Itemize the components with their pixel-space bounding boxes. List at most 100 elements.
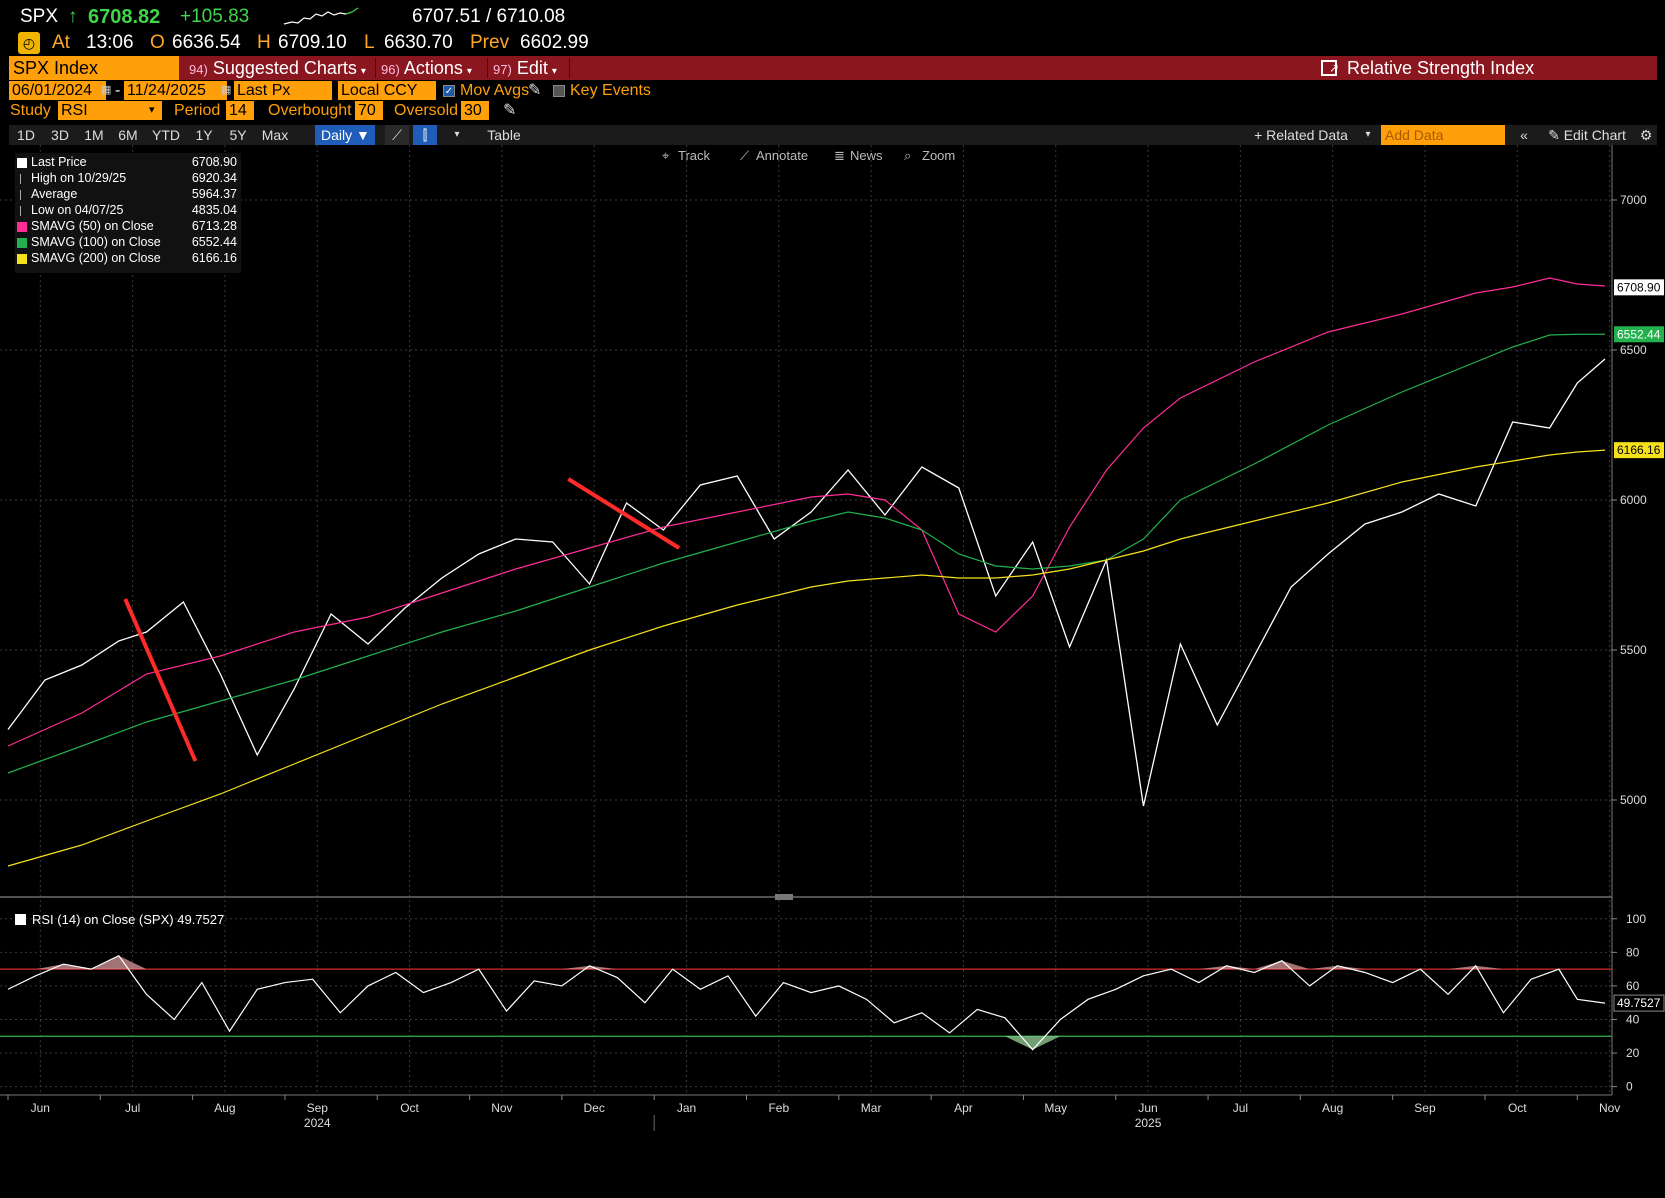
end-date-field[interactable]: 11/24/2025 [124, 81, 227, 100]
table-button[interactable]: Table [487, 127, 521, 143]
quote-time: 13:06 [86, 32, 134, 53]
chart-toolbar: 1D 3D 1M 6M YTD 1Y 5Y Max Daily ▼ ⟋ ⫿ ▾ … [9, 125, 1657, 145]
overbought-field[interactable]: 70 [355, 101, 383, 120]
price-tag [1614, 442, 1664, 459]
collapse-icon[interactable]: « [1520, 127, 1528, 143]
y-tick-label: 5000 [1620, 793, 1647, 807]
security-field[interactable]: SPX Index [9, 56, 179, 80]
zoom-icon[interactable]: ⌕ [904, 148, 912, 163]
pane-resize-handle [775, 894, 793, 900]
y-tick-label: 6500 [1620, 343, 1647, 357]
net-change: +105.83 [180, 6, 250, 27]
study-select[interactable]: RSI [58, 101, 162, 120]
prev-value: 6602.99 [520, 32, 589, 53]
pencil-icon[interactable]: ✎ [503, 102, 517, 119]
legend-value: 5964.37 [191, 187, 237, 201]
range-1d[interactable]: 1D [17, 127, 35, 143]
news-button[interactable]: News [850, 148, 883, 163]
price-chart[interactable]: 5000 5500 6000 6500 7000 0 20 40 60 80 100 Jun Jul Au… [0, 145, 1665, 1198]
start-date-field[interactable]: 06/01/2024 [9, 81, 106, 100]
zoom-button[interactable]: Zoom [922, 148, 956, 163]
mov-avgs-checkbox[interactable]: ✓ [443, 85, 455, 97]
y-tick-label: 6000 [1620, 493, 1647, 507]
pencil-icon[interactable]: ✎ [528, 82, 542, 99]
edit-chart-button[interactable]: ✎ Edit Chart [1538, 125, 1636, 145]
legend-swatch [20, 174, 26, 184]
x-tick-label: Aug [214, 1101, 235, 1115]
legend-name: SMAVG (50) on Close [31, 219, 154, 233]
edit-chart-label: Edit Chart [1563, 127, 1626, 143]
add-data-input[interactable]: Add Data [1381, 125, 1505, 145]
legend-value: 6713.28 [191, 219, 237, 233]
legend-name: Last Price [31, 155, 87, 169]
moving-average-line [7, 449, 1606, 867]
period-label: Period [174, 102, 221, 119]
rsi-overbought-fill [1309, 965, 1365, 970]
pencil-icon: ✎ [1548, 127, 1560, 143]
price-field-select[interactable]: Last Px [234, 81, 332, 100]
moving-average-line [7, 333, 1605, 774]
at-label: At [52, 32, 70, 53]
menu-bar: SPX Index 94) Suggested Charts ▾ 96) Acti… [9, 56, 1657, 80]
range-ytd[interactable]: YTD [152, 127, 180, 143]
mov-avgs-label[interactable]: Mov Avgs [460, 82, 530, 99]
range-1y[interactable]: 1Y [195, 127, 213, 143]
currency-select[interactable]: Local CCY [338, 81, 436, 100]
legend-swatch [17, 222, 27, 232]
rsi-tick-label: 100 [1626, 912, 1646, 926]
price-tag-label: 6166.16 [1617, 443, 1661, 457]
track-icon[interactable]: ⌖ [662, 148, 670, 163]
related-data-dropdown-icon[interactable]: ▾ [1365, 129, 1371, 140]
calendar-icon[interactable]: ▦ [101, 84, 112, 96]
actions-menu[interactable]: 96) Actions ▾ [381, 56, 472, 80]
clock-icon[interactable]: ◴ [18, 32, 40, 54]
external-link-icon[interactable]: ↗ [1321, 60, 1339, 76]
rsi-tag-label: 49.7527 [1617, 996, 1661, 1010]
date-range-row: 06/01/2024 ▦ - 11/24/2025 ▦ Last Px Loca… [0, 81, 1665, 101]
key-events-checkbox[interactable] [553, 85, 565, 97]
chart-type-dropdown-icon[interactable]: ▾ [454, 129, 460, 140]
rsi-overbought-fill [561, 965, 618, 970]
annotate-button[interactable]: Annotate [756, 148, 809, 163]
gear-icon[interactable]: ⚙ [1639, 127, 1653, 143]
frequency-select[interactable]: Daily ▼ [315, 125, 375, 145]
chart-title-text: Relative Strength Index [1347, 58, 1535, 78]
range-5y[interactable]: 5Y [229, 127, 247, 143]
trendline-annotation [123, 598, 198, 762]
annotate-icon[interactable]: ⟋ [740, 148, 750, 163]
x-tick-label: Sep [1414, 1101, 1436, 1115]
range-3d[interactable]: 3D [51, 127, 69, 143]
x-tick-label: Nov [491, 1101, 512, 1115]
rsi-swatch [15, 914, 26, 925]
menu-label: Suggested Charts [212, 58, 357, 78]
news-icon[interactable]: ≣ [834, 148, 845, 163]
price-tag [1614, 326, 1664, 343]
x-tick-label: Jun [1138, 1101, 1157, 1115]
range-1m[interactable]: 1M [84, 127, 104, 143]
sparkline-icon [283, 7, 359, 25]
edit-menu[interactable]: 97) Edit ▾ [493, 56, 557, 80]
range-max[interactable]: Max [261, 127, 289, 143]
range-6m[interactable]: 6M [118, 127, 138, 143]
legend-row: High on 10/29/25 6920.34 [15, 171, 241, 187]
x-tick-label: Mar [861, 1101, 882, 1115]
line-chart-icon[interactable]: ⟋ [385, 125, 409, 145]
suggested-charts-menu[interactable]: 94) Suggested Charts ▾ [189, 56, 366, 80]
moving-average-line [7, 277, 1606, 747]
key-events-label[interactable]: Key Events [570, 82, 651, 99]
period-field[interactable]: 14 [226, 101, 254, 120]
legend-row: Last Price 6708.90 [15, 155, 241, 171]
caret-down-icon: ▾ [551, 66, 557, 77]
bar-chart-icon[interactable]: ⫿ [413, 125, 437, 145]
low-value: 6630.70 [384, 32, 453, 53]
oversold-field[interactable]: 30 [461, 101, 489, 120]
legend-row: Low on 04/07/25 4835.04 [15, 203, 241, 219]
price-legend: Last Price 6708.90 High on 10/29/25 6920.34… [15, 153, 241, 273]
prev-label: Prev [470, 32, 510, 53]
dropdown-icon[interactable]: ▾ [149, 104, 155, 116]
related-data-button[interactable]: + Related Data [1254, 127, 1348, 143]
legend-name: Average [31, 187, 78, 201]
legend-row: SMAVG (100) on Close 6552.44 [15, 235, 241, 251]
calendar-icon[interactable]: ▦ [221, 84, 232, 96]
chart-title[interactable]: ↗ Relative Strength Index [1321, 56, 1534, 80]
